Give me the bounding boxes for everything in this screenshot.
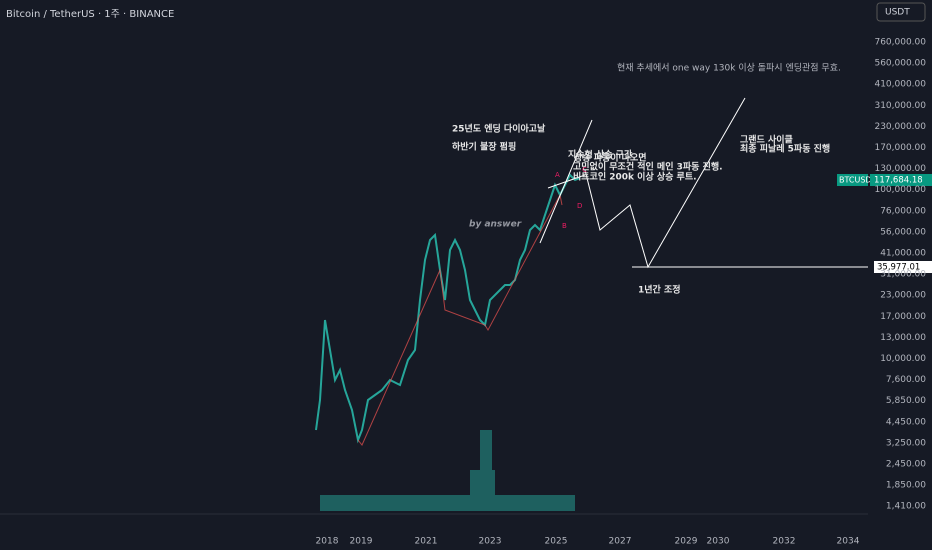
price-axis-label: 560,000.00	[874, 59, 926, 69]
wave-label: C	[582, 166, 587, 174]
symbol-title: Bitcoin / TetherUS · 1주 · BINANCE	[6, 9, 174, 20]
level-tag	[874, 261, 932, 273]
price-axis-label: 2,450.00	[886, 460, 926, 470]
price-axis-label: 10,000.00	[880, 354, 926, 364]
price-axis-label: 410,000.00	[874, 80, 926, 90]
volume-bars	[320, 430, 575, 511]
wave-label: B	[562, 222, 567, 230]
price-axis-label: 4,450.00	[886, 417, 926, 427]
annotation: 최종 피날레 5파동 진행	[740, 143, 830, 155]
annotation: 고민없이 무조건 적인 메인 3파동 진행.	[573, 161, 723, 173]
price-axis-label: 1,850.00	[886, 481, 926, 491]
price-axis-label: 56,000.00	[880, 227, 926, 237]
annotation: 현재 추세에서 one way 130k 이상 돌파시 엔딩관점 무효.	[617, 62, 841, 74]
price-axis-label: 23,000.00	[880, 291, 926, 301]
time-axis-label: 2032	[773, 537, 796, 547]
price-axis-label: 7,600.00	[886, 375, 926, 385]
price-axis-label: 310,000.00	[874, 101, 926, 111]
wave-label: D	[577, 202, 582, 210]
price-axis-label: 41,000.00	[880, 249, 926, 259]
time-axis-label: 2021	[415, 537, 438, 547]
annotation: 지속형 상승 구간	[568, 149, 633, 161]
time-axis-label: 2029	[675, 537, 698, 547]
price-path-down	[357, 193, 563, 446]
price-axis-label: 230,000.00	[874, 122, 926, 132]
price-axis-label: 1,410.00	[886, 502, 926, 512]
annotation: 그랜드 사이클	[740, 134, 793, 146]
currency-label[interactable]: USDT	[885, 8, 910, 18]
price-axis-label: 170,000.00	[874, 143, 926, 153]
time-axis-label: 2025	[545, 537, 568, 547]
price-axis-label: 760,000.00	[874, 38, 926, 48]
annotation: 하반기 불장 펌핑	[452, 141, 516, 153]
time-axis-label: 2027	[609, 537, 632, 547]
projection-drawing	[539, 97, 868, 269]
time-axis-label: 2018	[316, 537, 339, 547]
level-tag-text: 35,977.01	[877, 263, 920, 273]
price-axis-label: 13,000.00	[880, 333, 926, 343]
price-axis-label: 31,000.00	[880, 270, 926, 280]
time-axis-label: 2030	[707, 537, 730, 547]
symbol-tag	[837, 174, 868, 186]
annotation: 1년간 조정	[638, 284, 681, 296]
price-tag	[870, 174, 932, 186]
price-path	[315, 173, 581, 444]
time-axis-label: 2019	[350, 537, 373, 547]
price-axis-label: 130,000.00	[874, 164, 926, 174]
price-axis-label: 3,250.00	[886, 438, 926, 448]
annotation: 25년도 엔딩 다이아고날	[452, 123, 546, 135]
annotation: by answer	[469, 220, 522, 230]
price-axis-label: 100,000.00	[874, 185, 926, 195]
price-axis-label: 17,000.00	[880, 312, 926, 322]
price-axis-label: 5,850.00	[886, 396, 926, 406]
currency-button[interactable]	[876, 2, 926, 22]
wave-label: A	[555, 171, 560, 179]
time-axis-label: 2034	[837, 537, 860, 547]
annotation: 상승 파동이 나오면	[574, 152, 647, 164]
price-axis-label: 76,000.00	[880, 206, 926, 216]
annotation: 비트코인 200k 이상 상승 루트.	[573, 171, 697, 183]
time-axis-label: 2023	[479, 537, 502, 547]
price-tag-text: 117,684.18	[874, 176, 923, 186]
symbol-tag-text: BTCUSDT	[839, 176, 877, 185]
